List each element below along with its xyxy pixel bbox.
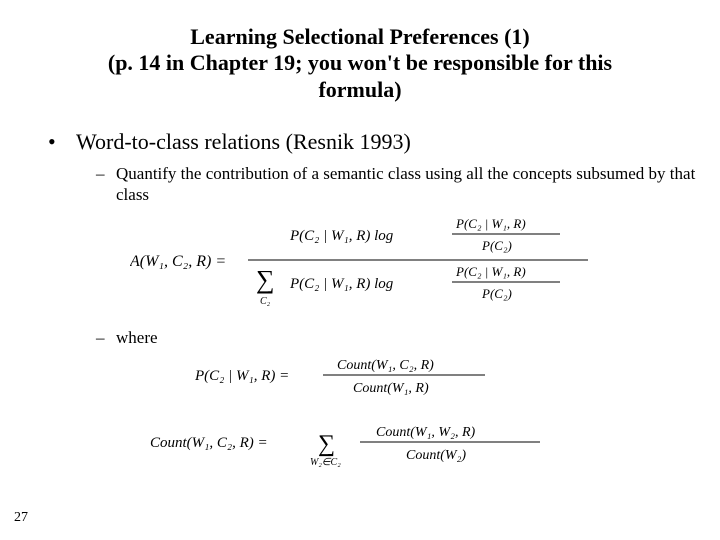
title-line-1: Learning Selectional Preferences (1) [190,24,530,49]
f1-frac1-bot: P(C₂) [481,238,512,253]
formula-count: Count(W₁, C₂, R) = ∑ W₂∈C₂ Count(W₁, W₂,… [24,417,696,472]
title-line-2: (p. 14 in Chapter 19; you won't be respo… [108,50,612,75]
f3-lhs: Count(W₁, C₂, R) = [150,435,268,451]
page-number: 27 [14,510,28,526]
f1-lhs: A(W₁, C₂, R) = [130,253,226,270]
slide-body: • Word-to-class relations (Resnik 1993) … [0,113,720,472]
bullet2-marker: – [96,327,116,348]
f1-num-main: P(C₂ | W₁, R) log [289,228,394,244]
f1-den-main: P(C₂ | W₁, R) log [289,276,394,292]
f2-bot: Count(W₁, R) [353,381,429,396]
f1-frac2-top: P(C₂ | W₁, R) [455,264,526,279]
bullet1-marker: • [48,129,76,155]
slide-title: Learning Selectional Preferences (1) (p.… [0,0,720,113]
f1-frac1-top: P(C₂ | W₁, R) [455,216,526,231]
f2-top: Count(W₁, C₂, R) [337,358,434,373]
bullet2-marker: – [96,163,116,206]
formula-association: A(W₁, C₂, R) = P(C₂ | W₁, R) log P(C₂ | … [24,212,696,313]
bullet-level-1: • Word-to-class relations (Resnik 1993) [48,129,696,155]
bullet2-where-text: where [116,327,158,348]
formula-prob: P(C₂ | W₁, R) = Count(W₁, C₂, R) Count(W… [24,352,696,403]
sigma-icon: ∑ [256,265,275,294]
f3-sum-sub: W₂∈C₂ [310,457,341,467]
f2-lhs: P(C₂ | W₁, R) = [195,368,289,384]
f1-frac2-bot: P(C₂) [481,286,512,301]
sigma-icon: ∑ [318,431,335,457]
slide: Learning Selectional Preferences (1) (p.… [0,0,720,540]
title-line-3: formula) [318,77,401,102]
bullet-level-2-where: – where [96,327,696,348]
bullet-level-2: – Quantify the contribution of a semanti… [96,163,696,206]
bullet1-text: Word-to-class relations (Resnik 1993) [76,129,411,155]
f1-sum-sub: C₂ [260,296,271,307]
f3-top: Count(W₁, W₂, R) [376,425,476,440]
bullet2-text: Quantify the contribution of a semantic … [116,163,696,206]
f3-bot: Count(W₂) [406,448,466,463]
